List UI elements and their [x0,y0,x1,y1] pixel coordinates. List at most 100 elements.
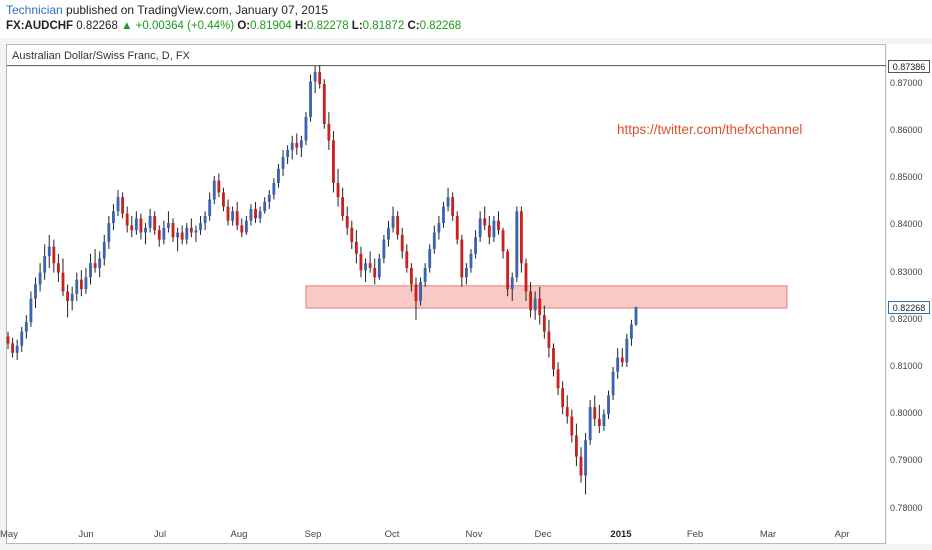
candle-body [171,223,175,238]
candle-body [442,206,445,224]
candle-body [382,239,386,259]
candle-body [98,258,102,268]
candle-body [267,194,271,202]
price-tick-label: 0.79000 [890,455,923,466]
candle-body [15,345,19,353]
candle-body [277,168,280,183]
candle-body [125,213,129,226]
candle-body [57,263,60,273]
candle-body [299,140,303,148]
publisher-line: Technician published on TradingView.com,… [6,3,328,17]
candle-body [602,414,606,426]
candle-body [391,216,395,228]
candle-body [400,234,404,252]
candle-body [428,249,432,268]
open-value: 0.81904 [250,20,292,32]
candle-body [66,291,70,301]
candle-body [593,407,597,419]
symbol-label[interactable]: FX:AUDCHF [6,20,74,32]
candle-body [437,223,441,233]
last-price: 0.82268 [76,20,118,32]
candle-body [474,237,477,254]
candle-body [506,251,510,290]
time-tick-label: 2015 [610,529,632,540]
close-label: C: [407,20,420,32]
candle-body [112,211,115,224]
candle-body [222,192,225,207]
publish-header: Technician published on TradingView.com,… [0,0,932,38]
watermark-link: https://twitter.com/thefxchannel [617,122,803,137]
candle-body [240,225,244,233]
candle-body [336,182,340,198]
candle-body [61,272,65,292]
price-axis[interactable] [887,44,932,544]
candle-body [318,72,322,84]
candle-body [597,418,601,426]
candle-body [533,298,537,311]
candle-body [451,197,455,216]
candle-body [552,348,555,370]
candle-body [235,211,239,226]
candle-body [34,284,37,299]
candle-body [423,267,427,283]
candle-body [579,456,583,476]
candle-body [167,223,170,228]
price-tick-label: 0.83000 [890,266,923,277]
candle-body [231,211,235,221]
resistance-zone [305,285,788,309]
candle-body [396,216,400,235]
candle-body [405,251,409,268]
candle-body [107,223,111,242]
candle-body [24,322,28,332]
time-tick-label: Apr [834,529,850,540]
candle-body [538,298,542,316]
chart-title: Australian Dollar/Swiss Franc, D, FX [12,50,190,62]
candle-body [409,267,413,285]
candle-body [208,199,212,216]
candle-body [377,258,381,278]
candle-body [542,315,546,332]
price-tick-label: 0.85000 [890,172,923,183]
candle-body [258,211,262,219]
publish-info: published on TradingView.com, January 07… [62,3,328,17]
time-tick-label: Mar [759,529,777,540]
candle-body [529,291,532,311]
candle-body [185,227,189,240]
candle-body [387,227,390,240]
candle-body [373,267,377,278]
high-price-marker: 0.87386 [888,59,930,73]
price-tick-label: 0.86000 [890,125,923,136]
price-change: ▲ +0.00364 (+0.44%) [121,20,235,32]
candle-body [460,239,464,278]
price-tick-label: 0.78000 [890,502,923,513]
candle-body [116,197,120,212]
open-label: O: [237,20,251,32]
candle-body [290,142,294,150]
price-tick-label: 0.87000 [890,77,923,88]
candle-body [350,227,354,242]
author-link[interactable]: Technician [6,3,63,17]
candle-body [309,81,312,117]
candle-body [102,241,106,259]
candle-body [345,216,349,228]
candle-body [634,307,638,325]
candle-body [584,440,587,476]
candle-body [432,232,436,250]
candle-body [11,343,15,353]
candle-body [249,208,253,221]
candle-body [620,357,624,363]
candle-body [38,272,42,285]
candle-body [487,225,491,238]
candle-body [414,284,418,301]
candle-body [354,241,358,254]
candle-body [588,407,592,441]
candle-body [519,211,523,264]
candle-body [419,282,422,301]
time-tick-label: Dec [534,529,552,540]
close-value: 0.82268 [419,20,462,32]
candle-body [515,211,519,278]
candle-body [75,279,79,294]
candle-body [469,253,473,268]
candle-body [144,227,147,233]
